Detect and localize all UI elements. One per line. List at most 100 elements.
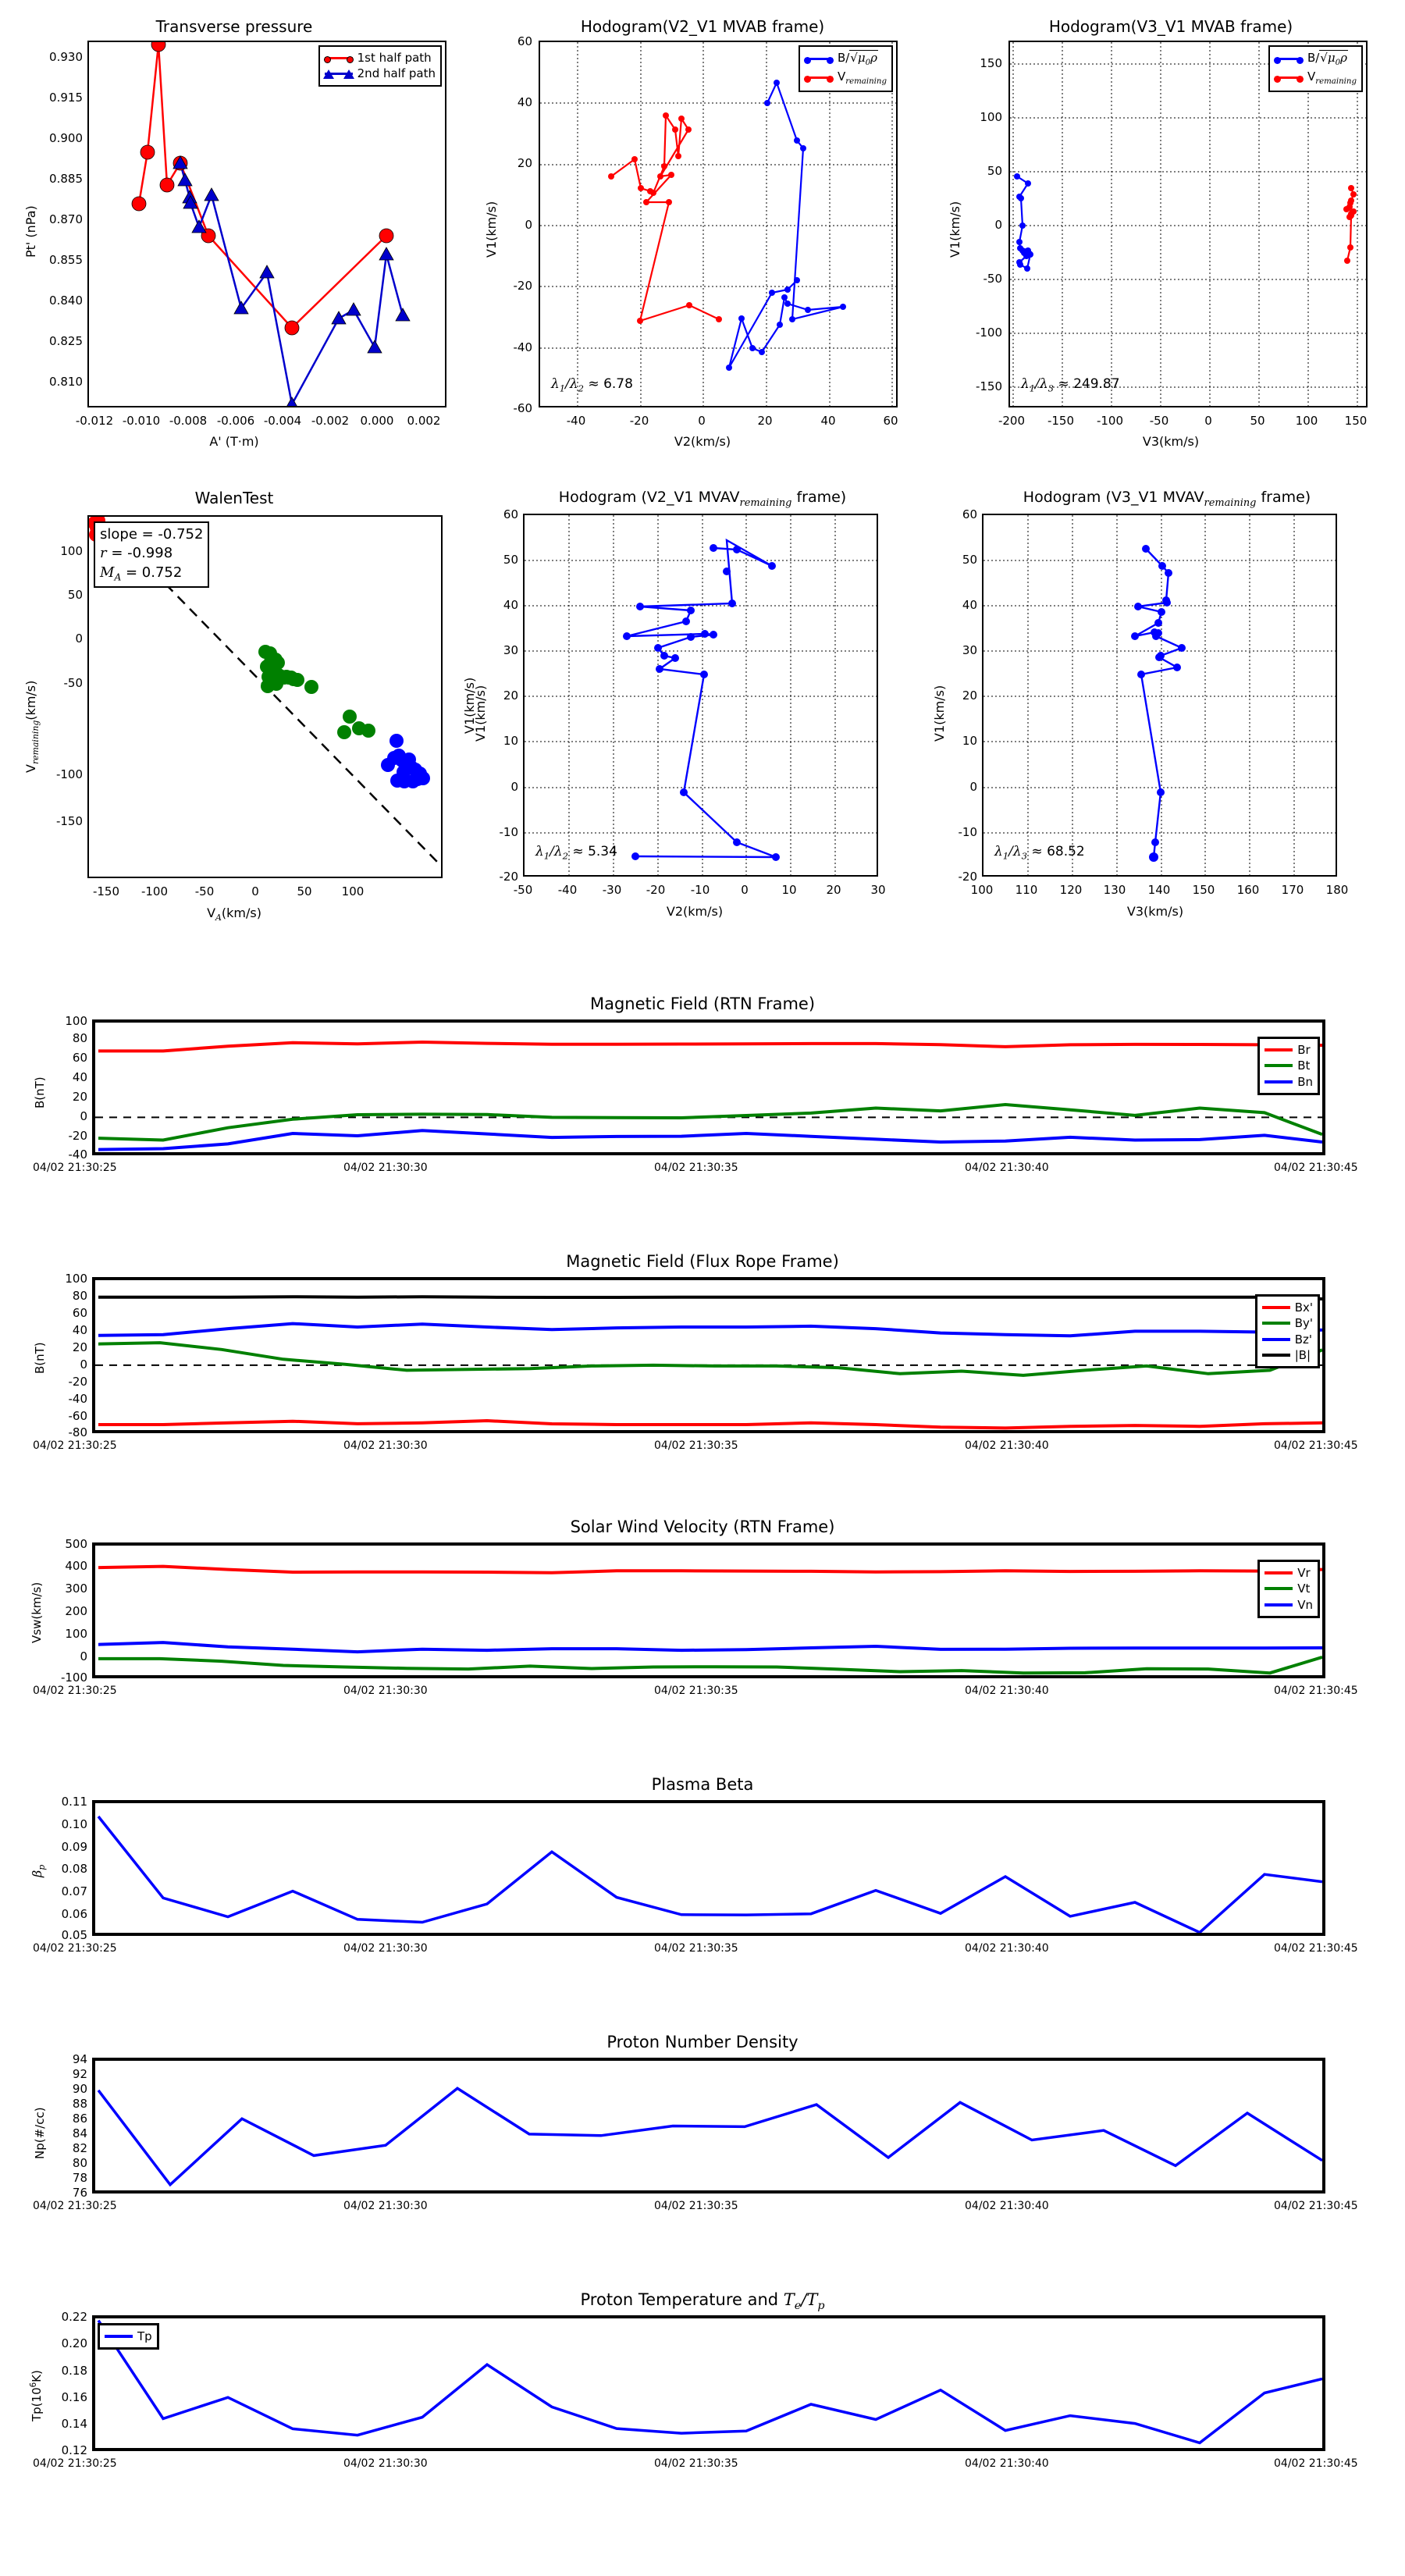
ytick: -40	[513, 340, 533, 354]
ytick: 80	[72, 1031, 87, 1045]
xtick: 40	[820, 414, 836, 428]
panel-title: Hodogram (V3_V1 MVAVremaining frame)	[1023, 489, 1311, 509]
panel-hodogram-v2v1-mvav-remaining: Hodogram (V2_V1 MVAVremaining frame)	[468, 468, 937, 937]
legend: Vr Vt Vn	[1257, 1560, 1320, 1618]
ytick: 50	[962, 553, 977, 567]
ytick: 0.10	[61, 1817, 87, 1831]
y-axis-label: Vremaining(km/s)	[23, 680, 41, 773]
xtick: -10	[690, 883, 710, 897]
ytick: 0	[80, 1649, 87, 1663]
ytick: 500	[65, 1537, 87, 1551]
panel-title: Magnetic Field (RTN Frame)	[589, 994, 816, 1013]
xtick: 150	[1344, 414, 1368, 428]
legend-label: 2nd half path	[357, 66, 436, 81]
time-tick: 04/02 21:30:35	[654, 1942, 738, 1955]
xtick: -0.006	[216, 414, 255, 428]
time-tick: 04/02 21:30:30	[343, 1162, 428, 1174]
time-tick: 04/02 21:30:25	[33, 2457, 117, 2470]
legend-line-bn	[1264, 1080, 1293, 1083]
legend-triangle-left	[322, 69, 334, 79]
legend: Br Bt Bn	[1257, 1037, 1320, 1095]
panel-transverse-pressure: Transverse pressure	[0, 0, 468, 468]
x-axis-label: V2(km/s)	[666, 904, 724, 919]
panel-title: Proton Temperature and Te/Tp	[580, 2290, 825, 2313]
xtick: 100	[970, 883, 994, 897]
xtick: 0	[741, 883, 749, 897]
xtick: -0.002	[311, 414, 350, 428]
legend-dot-left	[803, 57, 811, 65]
xtick: -0.012	[75, 414, 114, 428]
y-axis-label: B(nT)	[33, 1342, 47, 1374]
ytick: 100	[980, 110, 1002, 124]
ytick: 400	[65, 1559, 87, 1573]
b-rtn-svg	[95, 1040, 1322, 1151]
time-tick: 04/02 21:30:30	[343, 2457, 428, 2470]
ytick: 50	[503, 553, 518, 567]
ytick: -100	[55, 767, 83, 781]
xtick: 50	[297, 884, 312, 898]
walen-slope: slope = -0.752	[100, 526, 204, 543]
y-axis-label: Np(#/cc)	[33, 2107, 47, 2159]
legend-line-red	[803, 76, 834, 84]
legend-item-alfven: B/√μ0ρ	[1273, 50, 1357, 69]
time-tick: 04/02 21:30:45	[1274, 2200, 1358, 2212]
ytick: 84	[72, 2126, 87, 2140]
ytick: 60	[503, 507, 518, 521]
time-tick: 04/02 21:30:25	[33, 1685, 117, 1697]
panel-title: Hodogram(V3_V1 MVAB frame)	[1048, 17, 1293, 36]
panel-title: Solar Wind Velocity (RTN Frame)	[570, 1517, 835, 1536]
vsw-svg	[98, 1564, 1322, 1675]
time-tick: 04/02 21:30:35	[654, 1439, 738, 1452]
panel-proton-temperature: Proton Temperature and Te/Tp Tp 0.22 0.2…	[0, 2256, 1405, 2490]
x-axis-label: V3(km/s)	[1142, 434, 1200, 449]
xtick: 180	[1325, 883, 1349, 897]
legend-dot-right	[346, 55, 354, 63]
ytick: -100	[60, 1670, 87, 1685]
legend-label: Vn	[1297, 1597, 1313, 1612]
ytick: 30	[503, 643, 518, 657]
legend-line-red	[323, 55, 354, 63]
ytick: 100	[65, 1627, 87, 1641]
ytick: -60	[68, 1409, 88, 1423]
ytick: 10	[962, 734, 977, 748]
xtick: 150	[1192, 883, 1215, 897]
ytick: 80	[72, 1289, 87, 1303]
xtick: 0	[698, 414, 706, 428]
ytick: 20	[503, 688, 518, 703]
xtick: 10	[781, 883, 797, 897]
legend-line-bt	[1264, 1064, 1293, 1068]
time-tick: 04/02 21:30:35	[654, 2457, 738, 2470]
xtick: -50	[194, 884, 215, 898]
x-axis-label: V3(km/s)	[1126, 904, 1184, 919]
time-tick: 04/02 21:30:45	[1274, 1439, 1358, 1452]
legend-label: Vr	[1297, 1566, 1311, 1580]
ytick: 0.09	[61, 1840, 87, 1854]
ytick: 150	[980, 56, 1002, 70]
legend-label: 1st half path	[357, 51, 432, 65]
time-tick: 04/02 21:30:35	[654, 2200, 738, 2212]
legend-item-1st-half: 1st half path	[323, 50, 436, 66]
xtick: 20	[757, 414, 773, 428]
ytick: 100	[60, 544, 83, 558]
ytick: 60	[517, 34, 532, 48]
legend-dot-right	[1296, 57, 1304, 65]
y-axis-label: βp	[30, 1864, 48, 1877]
ytick: 94	[72, 2052, 87, 2066]
plot-area	[92, 1800, 1325, 1936]
legend-item-2nd-half: 2nd half path	[322, 66, 436, 81]
time-tick: 04/02 21:30:30	[343, 1439, 428, 1452]
legend-line-vt	[1264, 1587, 1293, 1591]
ytick: -60	[513, 401, 533, 415]
legend-item-babs: |B|	[1261, 1347, 1313, 1363]
hodogram-v2v1-svg	[540, 42, 896, 406]
walen-r: r = -0.998	[100, 545, 173, 562]
xtick: 0	[251, 884, 259, 898]
ytick: 82	[72, 2141, 87, 2155]
xtick: -50	[1149, 414, 1169, 428]
xtick: -150	[1047, 414, 1075, 428]
time-tick: 04/02 21:30:40	[965, 1942, 1049, 1955]
legend-line-blue	[803, 57, 834, 65]
legend-label: |B|	[1294, 1347, 1311, 1362]
tp-svg	[97, 2319, 1322, 2445]
legend-line-red	[1273, 76, 1304, 84]
